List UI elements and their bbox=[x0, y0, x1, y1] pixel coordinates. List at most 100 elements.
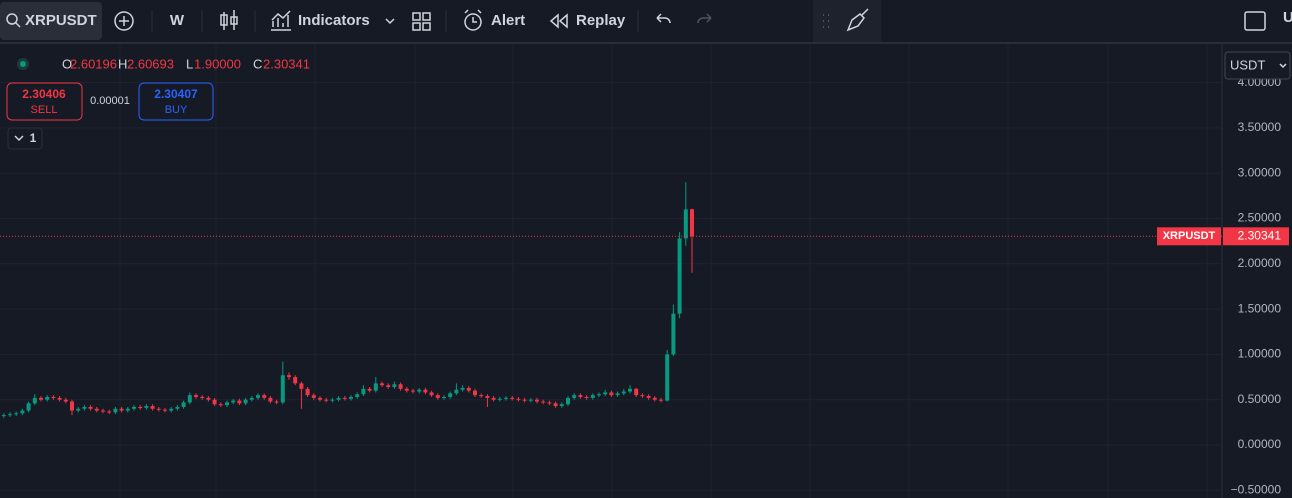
legend-value: 2.60196 bbox=[70, 56, 117, 71]
candle-body bbox=[262, 395, 267, 398]
candle-body bbox=[652, 397, 657, 400]
candle-body bbox=[311, 395, 316, 398]
candle-body bbox=[268, 397, 273, 402]
currency-button[interactable] bbox=[1224, 51, 1291, 80]
candle-body bbox=[584, 396, 589, 398]
drag-handle[interactable] bbox=[823, 14, 829, 28]
legend-value: 2.30341 bbox=[263, 56, 310, 71]
candle-body bbox=[528, 399, 533, 401]
candle-body bbox=[1, 415, 6, 417]
candle-body bbox=[442, 396, 446, 398]
candle-body bbox=[32, 397, 37, 404]
interval-button[interactable]: W bbox=[170, 12, 185, 29]
candle-body bbox=[231, 400, 236, 403]
candle-body bbox=[677, 238, 682, 314]
currency: USDT bbox=[1230, 57, 1265, 72]
buy-button[interactable] bbox=[138, 82, 214, 121]
chevron bbox=[1279, 63, 1287, 69]
symbol-tag bbox=[1157, 227, 1221, 246]
candle-body bbox=[683, 209, 688, 239]
candle-body bbox=[51, 396, 56, 398]
candle-body bbox=[621, 391, 626, 394]
replay-button[interactable]: Replay bbox=[576, 12, 626, 29]
candle-body bbox=[373, 383, 378, 391]
candle-body bbox=[163, 409, 167, 411]
legend-key: C bbox=[253, 56, 262, 71]
y-tick-label: 1.00000 bbox=[1238, 347, 1282, 361]
candle-body bbox=[473, 390, 477, 396]
candle-body bbox=[88, 406, 93, 409]
add-symbol-button[interactable] bbox=[114, 11, 134, 31]
candle-body bbox=[541, 401, 546, 403]
candle-body bbox=[448, 393, 453, 397]
window-button[interactable] bbox=[1244, 11, 1266, 31]
dropdown-chevron[interactable] bbox=[385, 18, 395, 25]
sell-label: SELL bbox=[31, 104, 58, 116]
candle-body bbox=[206, 397, 211, 400]
chart-type-button[interactable] bbox=[220, 10, 238, 30]
candle-body bbox=[423, 389, 428, 393]
candle-body bbox=[187, 395, 192, 403]
legend-key: L bbox=[186, 56, 193, 71]
candle-body bbox=[287, 375, 291, 378]
undo-button[interactable] bbox=[656, 13, 671, 24]
candle-body bbox=[336, 397, 341, 400]
candle-body bbox=[367, 388, 372, 391]
candle-body bbox=[225, 402, 229, 406]
drawing-toolbar bbox=[813, 0, 881, 42]
candle-body bbox=[597, 394, 601, 396]
candle-body bbox=[380, 383, 384, 386]
candle-body bbox=[280, 375, 285, 403]
candle-body bbox=[485, 396, 490, 398]
candle-body bbox=[665, 354, 670, 401]
layouts-button[interactable] bbox=[412, 12, 431, 31]
candle-body bbox=[386, 385, 391, 388]
y-tick-label: 3.00000 bbox=[1238, 165, 1282, 179]
candle-body bbox=[460, 387, 465, 390]
candle-body bbox=[76, 408, 81, 411]
candle-body bbox=[590, 395, 595, 398]
chevron bbox=[14, 135, 24, 142]
candle-body bbox=[156, 408, 161, 410]
candle-body bbox=[659, 399, 663, 401]
candle-body bbox=[404, 388, 409, 391]
candle-body bbox=[82, 406, 87, 409]
buy-price: 2.30407 bbox=[154, 87, 198, 101]
candle-body bbox=[479, 395, 484, 397]
symbol-button[interactable] bbox=[0, 2, 102, 40]
candle-body bbox=[63, 399, 68, 402]
candle-body bbox=[411, 390, 415, 392]
candle-body bbox=[150, 406, 155, 409]
brush-button[interactable] bbox=[846, 8, 869, 32]
candle-body bbox=[566, 397, 570, 405]
candle-body bbox=[243, 399, 248, 404]
candle-body bbox=[671, 313, 676, 355]
candle-body bbox=[497, 398, 502, 400]
collapse-count: 1 bbox=[30, 131, 37, 145]
sell-button[interactable] bbox=[6, 82, 83, 121]
candle-body bbox=[237, 400, 242, 404]
candle-body bbox=[392, 384, 397, 388]
candle-body bbox=[318, 397, 322, 400]
collapse-button[interactable] bbox=[7, 127, 43, 150]
candle-body bbox=[138, 406, 143, 408]
candle-body bbox=[510, 397, 515, 399]
buy-label: BUY bbox=[165, 104, 188, 116]
y-tick-label: 2.50000 bbox=[1238, 211, 1282, 225]
candle-body bbox=[175, 406, 180, 409]
candle-body bbox=[355, 394, 360, 397]
symbol[interactable]: XRPUSDT bbox=[25, 12, 97, 29]
plot bbox=[0, 44, 1223, 498]
redo-button[interactable] bbox=[697, 13, 712, 24]
candle-body bbox=[429, 392, 434, 396]
candle-body bbox=[194, 395, 198, 397]
ohlc-legend: O2.60196 H 2.60693 L 1.90000 C 2.30341 bbox=[62, 56, 310, 71]
candle-body bbox=[603, 392, 608, 395]
candle-body bbox=[516, 398, 521, 400]
legend-value: 2.60693 bbox=[127, 56, 174, 71]
candle-body bbox=[218, 404, 223, 406]
alert-button[interactable]: Alert bbox=[491, 12, 525, 29]
indicators-button[interactable]: Indicators bbox=[298, 12, 370, 29]
alert-icon bbox=[464, 9, 482, 23]
